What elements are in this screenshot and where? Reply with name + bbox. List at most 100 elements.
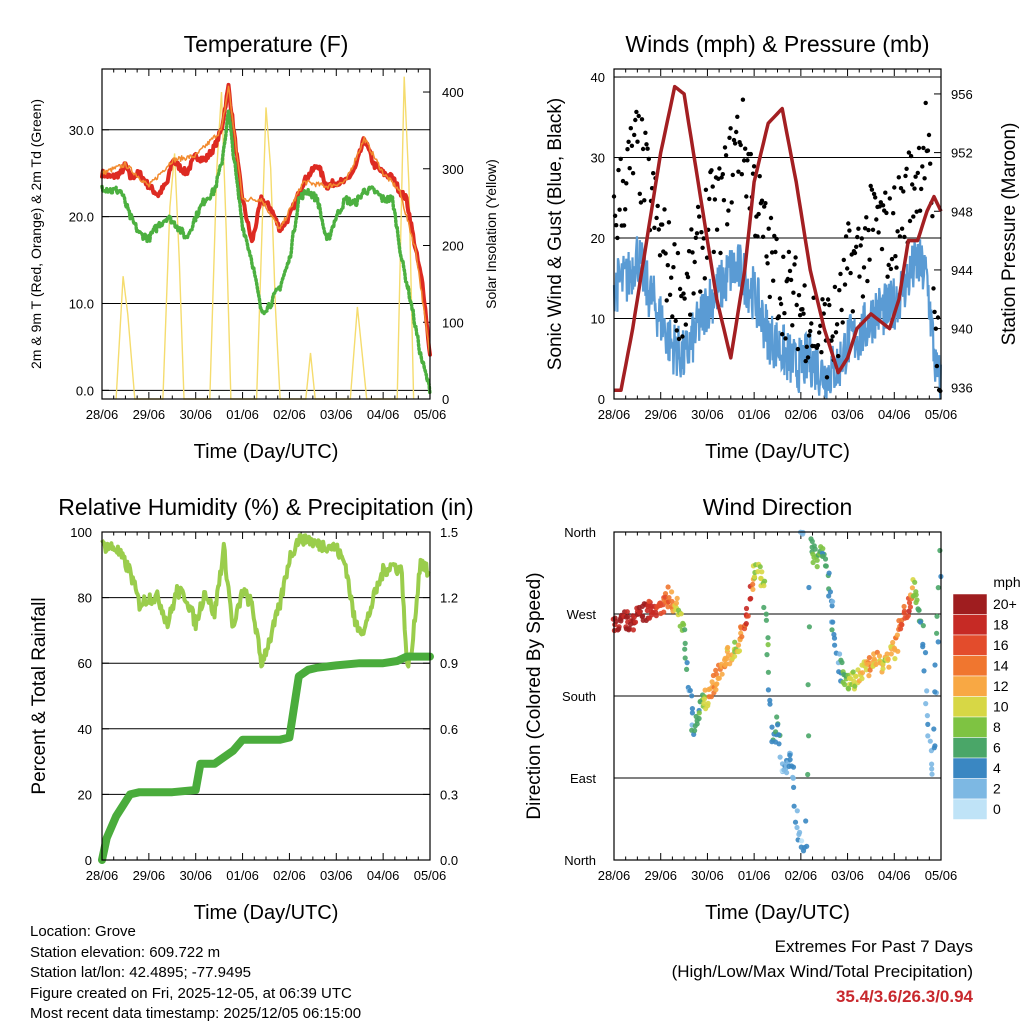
series-2m-dewpoint — [100, 109, 432, 397]
direction-point — [689, 693, 695, 699]
direction-point — [826, 593, 832, 599]
colorbar-label: 0 — [993, 801, 1001, 817]
gust-point — [637, 191, 642, 196]
direction-point — [866, 655, 873, 661]
gust-point — [738, 142, 743, 148]
gust-point — [904, 166, 909, 171]
direction-point — [765, 642, 771, 648]
series-relative-humidity — [100, 533, 432, 669]
direction-point — [925, 733, 931, 739]
direction-point — [803, 818, 809, 824]
x-tick-label: 04/06 — [367, 868, 400, 883]
gust-point — [729, 200, 734, 205]
gust-point — [673, 318, 678, 324]
direction-point — [799, 838, 805, 844]
direction-point — [932, 662, 938, 668]
direction-point — [934, 613, 940, 619]
x-tick-label: 28/06 — [86, 407, 119, 422]
panel-temperature: Temperature (F) Time (Day/UTC) 2m & 9m T (… — [28, 31, 499, 463]
gust-point — [776, 314, 781, 319]
gust-point — [739, 172, 744, 177]
gust-point — [735, 114, 740, 120]
y-tick-label: 20 — [591, 231, 605, 246]
direction-point — [839, 659, 845, 666]
direction-point — [692, 728, 698, 734]
extremes-subtitle: (High/Low/Max Wind/Total Precipitation) — [671, 962, 973, 981]
gust-point — [894, 265, 899, 270]
direction-point — [885, 656, 891, 662]
direction-point — [906, 600, 913, 606]
direction-point — [898, 626, 904, 632]
colorbar-label: 18 — [993, 617, 1009, 633]
gust-point — [636, 113, 641, 119]
direction-point — [842, 681, 848, 688]
gust-point — [621, 223, 627, 228]
y2-tick-label: 952 — [951, 146, 973, 161]
gust-point — [920, 164, 925, 169]
gust-point — [645, 146, 650, 151]
direction-point — [792, 819, 799, 825]
gust-point — [908, 153, 914, 159]
plot-frame — [101, 68, 431, 400]
gust-point — [785, 276, 790, 282]
direction-point — [806, 584, 812, 591]
y2-tick-label: 0.6 — [440, 722, 458, 737]
gust-point — [744, 194, 749, 199]
y2-tick-label: 940 — [951, 322, 973, 337]
series-total-precipitation — [98, 652, 434, 864]
chart-title: Relative Humidity (%) & Precipitation (i… — [58, 494, 473, 520]
gust-point — [903, 173, 908, 179]
direction-point — [689, 710, 696, 716]
gust-point — [762, 204, 767, 209]
gust-point — [901, 189, 906, 194]
gust-point — [674, 328, 679, 333]
direction-point — [932, 689, 938, 695]
direction-point — [895, 648, 901, 654]
gust-point — [774, 236, 779, 242]
direction-point — [888, 651, 894, 657]
x-tick-label: 05/06 — [925, 868, 958, 883]
gust-point — [848, 270, 853, 276]
direction-point — [935, 585, 941, 591]
gust-point — [633, 117, 638, 123]
direction-point — [787, 757, 793, 763]
panel-humidity-precip: Relative Humidity (%) & Precipitation (i… — [29, 494, 474, 924]
direction-point — [653, 613, 659, 619]
direction-point — [767, 697, 773, 704]
gust-point — [914, 209, 919, 214]
direction-point — [713, 687, 719, 693]
gust-point — [698, 289, 703, 294]
gust-point — [847, 228, 852, 233]
gust-point — [662, 207, 667, 212]
direction-point — [735, 642, 742, 648]
gust-point — [699, 230, 704, 235]
location-text: Location: Grove — [30, 923, 136, 940]
series-solar-insolation — [115, 76, 415, 400]
direction-point — [922, 650, 929, 656]
colorbar-swatch — [952, 696, 988, 718]
x-tick-label: 05/06 — [414, 868, 447, 883]
x-tick-label: 01/06 — [226, 407, 259, 422]
direction-point — [767, 701, 773, 707]
gust-point — [938, 388, 943, 394]
gust-point — [634, 109, 639, 115]
direction-point — [764, 652, 770, 658]
gust-point — [714, 227, 720, 232]
direction-point — [814, 564, 820, 570]
gust-point — [780, 332, 785, 337]
gust-point — [899, 226, 905, 231]
direction-point — [894, 632, 901, 638]
direction-point — [809, 538, 815, 545]
x-tick-label: 30/06 — [179, 868, 212, 883]
direction-point — [901, 610, 907, 616]
gust-point — [711, 249, 716, 255]
direction-point — [669, 598, 675, 605]
gust-point — [759, 198, 765, 203]
direction-point — [837, 651, 843, 657]
x-tick-label: 30/06 — [691, 868, 724, 883]
direction-point — [866, 673, 872, 679]
direction-point — [713, 667, 719, 673]
direction-point — [791, 784, 797, 791]
gust-point — [656, 227, 661, 232]
x-tick-label: 28/06 — [598, 868, 631, 883]
